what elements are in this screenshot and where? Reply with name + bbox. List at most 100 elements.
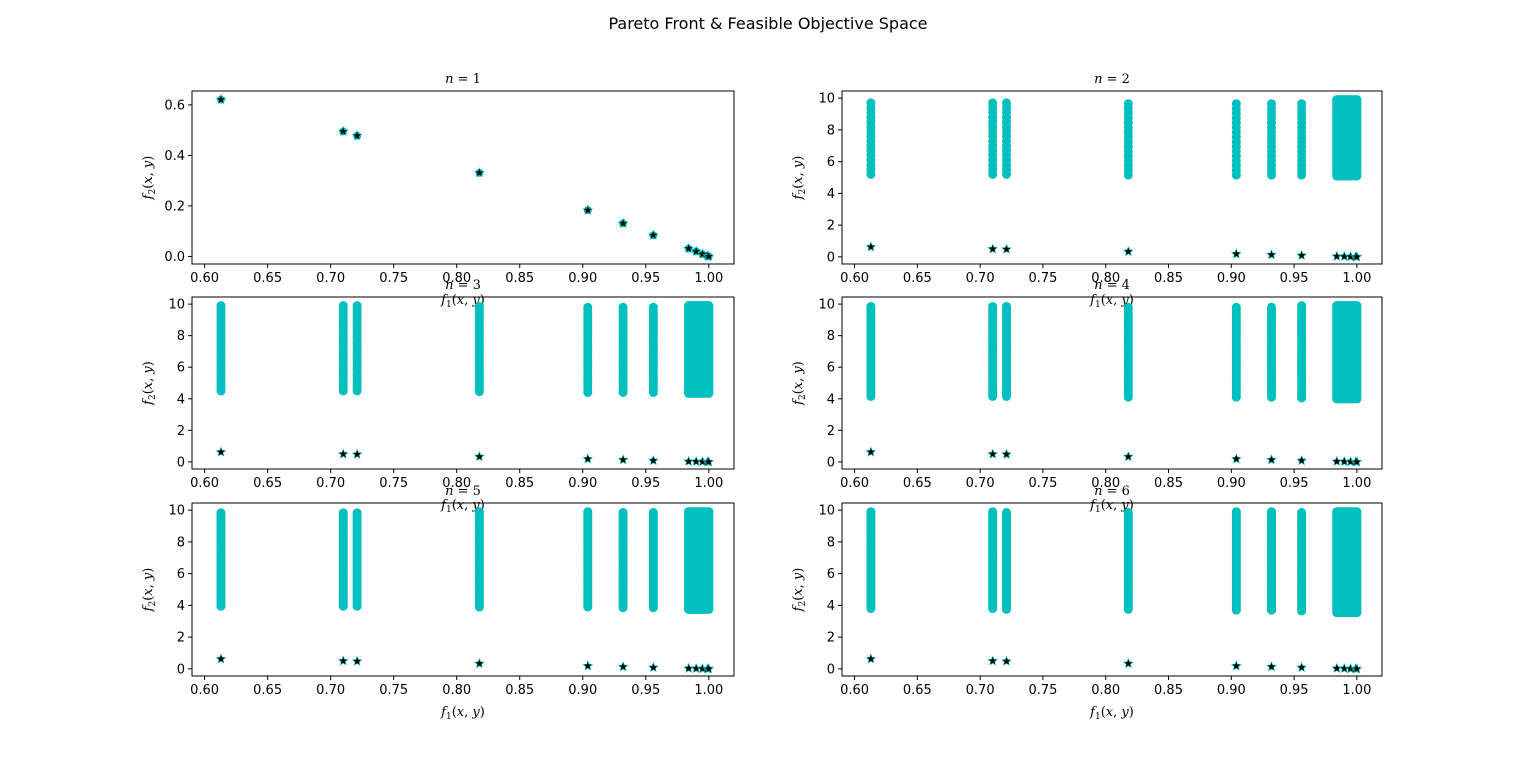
subplot-title: n = 6 [1094,484,1130,499]
x-tick-label: 0.95 [631,271,660,286]
feasible-point [704,604,714,614]
pareto-point [1231,453,1242,464]
subplot-title: n = 5 [445,484,481,499]
y-tick-label: 2 [827,219,835,234]
y-tick-label: 0 [827,250,835,265]
x-tick-label: 1.00 [694,476,723,491]
x-tick-label: 0.90 [1217,683,1246,698]
y-tick-label: 0.6 [164,98,185,113]
pareto-point [865,653,877,664]
pareto-point [351,655,363,666]
feasible-point [866,507,876,517]
x-tick-label: 0.90 [568,476,597,491]
x-axis-label: f1(x, y) [1089,293,1134,310]
pareto-point [683,662,694,673]
pareto-point [1231,660,1242,671]
y-tick-label: 6 [177,567,185,582]
x-tick-label: 0.90 [568,271,597,286]
y-tick-label: 0 [827,662,835,677]
pareto-point [351,130,363,141]
feasible-point [1266,99,1276,109]
feasible-point [1231,507,1241,517]
pareto-point [617,454,629,465]
y-tick-label: 2 [177,631,185,646]
feasible-point [1352,301,1362,311]
x-tick-label: 0.90 [1217,476,1246,491]
x-tick-label: 1.00 [1342,476,1371,491]
x-tick-label: 0.85 [1154,271,1183,286]
pareto-point [865,241,877,252]
x-tick-label: 0.95 [1280,476,1309,491]
marks [865,301,1363,467]
feasible-point [1297,508,1307,518]
feasible-band [684,301,714,398]
y-tick-label: 0.4 [164,149,185,164]
x-axis-label: f1(x, y) [1089,705,1134,722]
y-tick-label: 6 [827,567,835,582]
x-tick-label: 0.65 [253,271,282,286]
pareto-point [987,448,999,459]
y-tick-label: 4 [827,392,835,407]
feasible-point [1297,301,1307,311]
subplot-3: 0.60 0.65 0.70 0.75 0.80 0.85 0.90 0.95 1.00 0 2 4 6… [141,278,735,515]
x-tick-label: 1.00 [694,271,723,286]
x-tick-label: 0.95 [1280,271,1309,286]
feasible-point [338,301,348,311]
subplot-title: n = 4 [1094,278,1130,293]
feasible-point [1231,302,1241,312]
pareto-point [683,243,694,254]
y-tick-label: 10 [168,298,185,313]
feasible-point [1002,508,1012,518]
x-tick-label: 0.60 [190,683,219,698]
x-tick-label: 1.00 [694,683,723,698]
feasible-point [216,301,226,311]
pareto-point [1331,455,1343,466]
subplot-4: 0.60 0.65 0.70 0.75 0.80 0.85 0.90 0.95 1.00 0 2 4 6… [791,278,1383,515]
y-tick-label: 8 [177,535,185,550]
pareto-point [617,217,629,228]
y-tick-label: 10 [818,298,835,313]
y-tick-label: 0.0 [164,250,185,265]
y-tick-label: 4 [827,599,835,614]
pareto-point [987,243,999,254]
x-tick-label: 0.85 [1154,476,1183,491]
feasible-point [1266,507,1276,517]
pareto-point [987,655,999,666]
y-axis-label: f2(x, y) [791,361,808,406]
y-axis-label: f2(x, y) [791,568,808,613]
pareto-point [215,653,227,664]
y-tick-label: 10 [818,504,835,519]
x-axis-label: f1(x, y) [440,705,485,722]
pareto-point [351,448,363,459]
axes-frame [841,296,1383,470]
pareto-point [1001,655,1012,666]
x-tick-label: 0.85 [505,271,534,286]
pareto-point [215,446,227,457]
feasible-point [1231,99,1241,109]
pareto-point [1351,456,1363,467]
x-tick-label: 0.60 [190,271,219,286]
feasible-point [338,508,348,518]
pareto-point [582,660,594,671]
pareto-point [582,453,594,464]
y-tick-label: 10 [168,504,185,519]
x-tick-label: 0.70 [966,683,995,698]
feasible-point [1352,394,1362,404]
pareto-point [1001,243,1012,254]
feasible-band [1332,95,1362,181]
feasible-point [216,508,226,518]
feasible-band [684,507,714,614]
pareto-point [648,229,659,240]
pareto-point [703,250,715,261]
y-axis-label: f2(x, y) [141,156,158,201]
pareto-point [337,125,349,136]
subplot-1: 0.60 0.65 0.70 0.75 0.80 0.85 0.90 0.95 1.00 0.0 0… [141,72,735,310]
feasible-point [648,508,658,518]
x-tick-label: 0.95 [631,476,660,491]
pareto-point [1266,249,1277,260]
feasible-point [583,302,593,312]
x-tick-label: 1.00 [1342,683,1371,698]
x-tick-label: 0.80 [442,476,471,491]
axes-frame [841,90,1383,265]
y-tick-label: 2 [827,424,835,439]
